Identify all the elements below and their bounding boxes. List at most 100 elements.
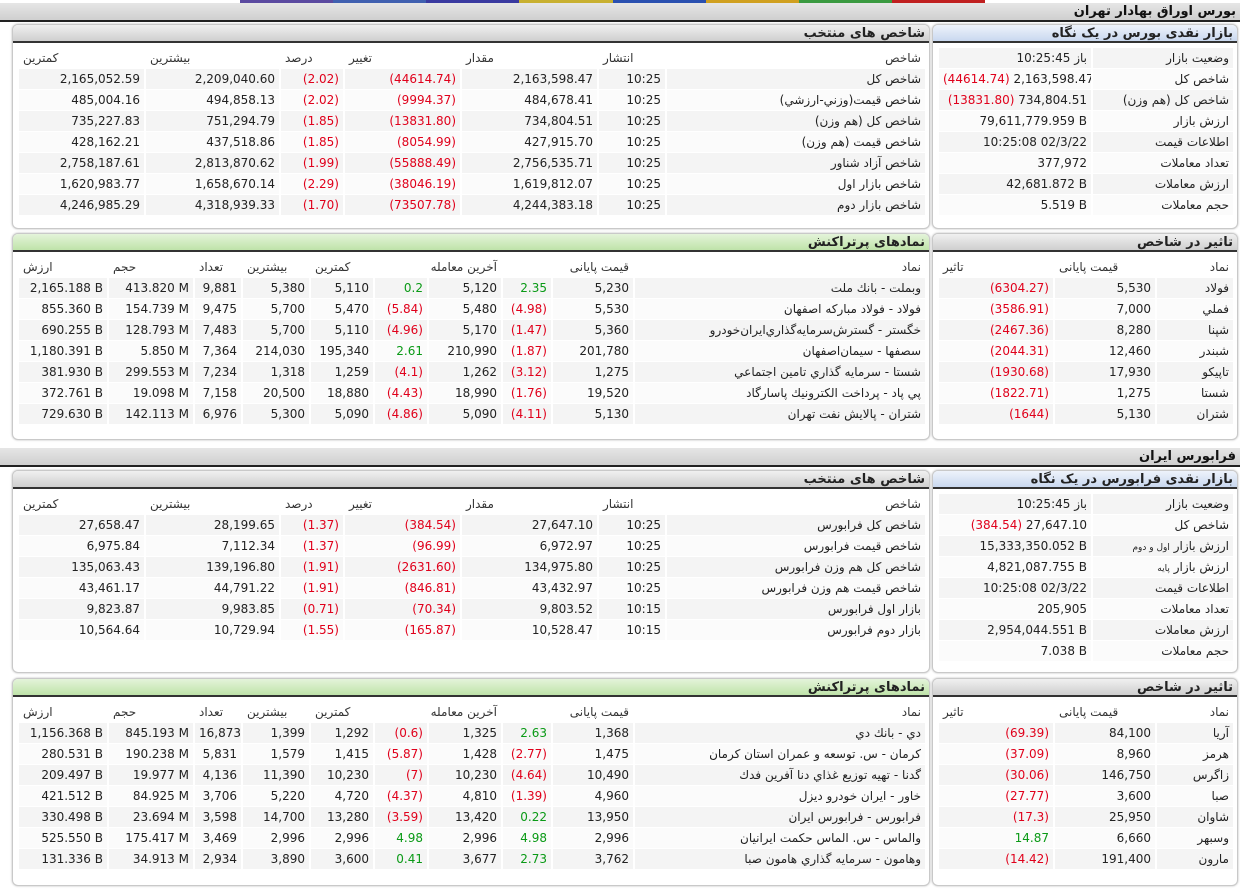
column-header[interactable]: بیشترین [150,497,191,511]
table-row[interactable]: مارون 191,400 (14.42) [939,849,1233,869]
table-row[interactable]: والماس - س. الماس حكمت ايرانيان 2,996 4.98… [19,828,925,848]
column-header[interactable]: آخرین معامله [430,705,497,719]
table-row[interactable]: فولاد 5,530 (6304.27) [939,278,1233,298]
table-row[interactable]: وسبهر 6,660 14.87 [939,828,1233,848]
table-row[interactable]: شبندر 12,460 (2044.31) [939,341,1233,361]
symbol-name[interactable]: شاخص قيمت(وزني-ارزشي) [667,90,925,110]
table-row[interactable]: وبملت - بانك ملت 5,230 2.35 5,120 0.2 5,110 5,… [19,278,925,298]
column-header[interactable]: درصد [285,51,313,65]
column-header[interactable]: تعداد [198,705,224,719]
table-row[interactable]: شاخص قيمت(وزني-ارزشي) 10:25 484,678.41 (999… [19,90,925,110]
column-header[interactable]: قیمت پایانی [569,260,629,274]
symbol-name[interactable]: مارون [1157,849,1233,869]
table-row[interactable]: شپنا 8,280 (2467.36) [939,320,1233,340]
symbol-name[interactable]: گدنا - تهيه توزيع غذاي دنا آفرين فدك [635,765,925,785]
table-row[interactable]: فرابورس - فرابورس ايران 13,950 0.22 13,420(… [19,807,925,827]
table-row[interactable]: خاور - ايران خودرو ديزل 4,960 (1.39) 4,810(… [19,786,925,806]
table-row[interactable]: شاخص کل (هم وزن) 10:25 734,804.51 (13831.80… [19,111,925,131]
column-header[interactable]: انتشار [603,51,634,65]
table-row[interactable]: شاخص قیمت (هم وزن) 10:25 427,915.70 (8054.9… [19,132,925,152]
top-tab-2[interactable] [426,0,520,3]
symbol-name[interactable]: شبندر [1157,341,1233,361]
top-tab-1[interactable] [333,0,427,3]
symbol-name[interactable]: زاگرس [1157,765,1233,785]
symbol-name[interactable]: هرمز [1157,744,1233,764]
table-row[interactable]: شاخص بازار دوم 10:25 4,244,383.18 (73507.78… [19,195,925,215]
symbol-name[interactable]: شاخص قیمت (هم وزن) [667,132,925,152]
column-header[interactable]: ارزش [23,705,53,719]
table-row[interactable]: كرمان - س. توسعه و عمران استان كرمان 1,47… [19,744,925,764]
table-row[interactable]: تاپيکو 17,930 (1930.68) [939,362,1233,382]
column-header[interactable]: شاخص [885,51,921,65]
symbol-name[interactable]: بازار اول فرابورس [667,599,925,619]
symbol-name[interactable]: شستا [1157,383,1233,403]
symbol-name[interactable]: وهامون - سرمايه گذاري هامون صبا [635,849,925,869]
table-row[interactable]: بازار دوم فرابورس 10:15 10,528.47 (165.87)(… [19,620,925,640]
symbol-name[interactable]: وبملت - بانك ملت [635,278,925,298]
column-header[interactable]: حجم [112,705,137,719]
top-tab-4[interactable] [612,0,706,3]
symbol-name[interactable]: شتران - پالايش نفت تهران [635,404,925,424]
table-row[interactable]: شاخص کل هم وزن فرابورس 10:25 134,975.80 (26… [19,557,925,577]
column-header[interactable]: نماد [901,260,921,274]
table-row[interactable]: شستا - سرمايه گذاري تامين اجتماعي 1,275 (3… [19,362,925,382]
symbol-name[interactable]: شستا - سرمايه گذاري تامين اجتماعي [635,362,925,382]
symbol-name[interactable]: شاخص کل [667,69,925,89]
symbol-name[interactable]: پي پاد - پرداخت الكترونيك پاسارگاد [635,383,925,403]
table-row[interactable]: سصفها - سيمان‌اصفهان 201,780 (1.87) 210,990… [19,341,925,361]
symbol-name[interactable]: شاخص بازار دوم [667,195,925,215]
symbol-name[interactable]: خگستر - گسترش‌سرمايه‌گذاري‌ايران‌خودرو [635,320,925,340]
symbol-name[interactable]: آريا [1157,723,1233,743]
symbol-name[interactable]: شاخص قيمت هم وزن فرابورس [667,578,925,598]
column-header[interactable]: آخرین معامله [430,260,497,274]
column-header[interactable]: تغییر [349,51,372,65]
symbol-name[interactable]: فرابورس - فرابورس ايران [635,807,925,827]
column-header[interactable]: مقدار [466,51,494,65]
table-row[interactable]: شاخص آزاد شناور 10:25 2,756,535.71 (55888.4… [19,153,925,173]
table-row[interactable]: شاخص قيمت فرابورس 10:25 6,972.97 (96.99) (1.… [19,536,925,556]
symbol-name[interactable]: شپنا [1157,320,1233,340]
table-row[interactable]: فملي 7,000 (3586.91) [939,299,1233,319]
symbol-name[interactable]: تاپيکو [1157,362,1233,382]
symbol-name[interactable]: صبا [1157,786,1233,806]
column-header[interactable]: کمترین [314,260,351,274]
table-row[interactable]: شاخص بازار اول 10:25 1,619,812.07 (38046.19… [19,174,925,194]
column-header[interactable]: انتشار [603,497,634,511]
symbol-name[interactable]: دي - بانك دي [635,723,925,743]
symbol-name[interactable]: وسبهر [1157,828,1233,848]
column-header[interactable]: بیشترین [246,260,288,274]
column-header[interactable]: نماد [1209,705,1229,719]
table-row[interactable]: فولاد - فولاد مباركه اصفهان 5,530 (4.98) 5,… [19,299,925,319]
table-row[interactable]: خگستر - گسترش‌سرمايه‌گذاري‌ايران‌خودرو 5,… [19,320,925,340]
table-row[interactable]: شتران 5,130 (1644) [939,404,1233,424]
symbol-name[interactable]: شاخص آزاد شناور [667,153,925,173]
symbol-name[interactable]: سصفها - سيمان‌اصفهان [635,341,925,361]
symbol-name[interactable]: فولاد - فولاد مباركه اصفهان [635,299,925,319]
symbol-name[interactable]: فملي [1157,299,1233,319]
column-header[interactable]: مقدار [466,497,494,511]
table-row[interactable]: شتران - پالايش نفت تهران 5,130 (4.11) 5,090… [19,404,925,424]
column-header[interactable]: درصد [285,497,313,511]
table-row[interactable]: بازار اول فرابورس 10:15 9,803.52 (70.34) (0.… [19,599,925,619]
table-row[interactable]: آريا 84,100 (69.39) [939,723,1233,743]
top-tab-5[interactable] [705,0,799,3]
column-header[interactable]: کمترین [314,705,351,719]
column-header[interactable]: قیمت پایانی [1059,705,1119,719]
column-header[interactable]: نماد [1209,260,1229,274]
table-row[interactable]: شاخص کل 10:25 2,163,598.47 (44614.74) (2.02)… [19,69,925,89]
table-row[interactable]: شاوان 25,950 (17.3) [939,807,1233,827]
column-header[interactable]: ارزش [23,260,53,274]
column-header[interactable]: بیشترین [246,705,288,719]
column-header[interactable]: نماد [901,705,921,719]
table-row[interactable]: گدنا - تهيه توزيع غذاي دنا آفرين فدك 10,4… [19,765,925,785]
symbol-name[interactable]: والماس - س. الماس حكمت ايرانيان [635,828,925,848]
top-tab-0[interactable] [240,0,334,3]
column-header[interactable]: قیمت پایانی [569,705,629,719]
column-header[interactable]: شاخص [885,497,921,511]
table-row[interactable]: هرمز 8,960 (37.09) [939,744,1233,764]
column-header[interactable]: کمترین [23,497,59,511]
column-header[interactable]: تاثیر [943,705,964,719]
table-row[interactable]: پي پاد - پرداخت الكترونيك پاسارگاد 19,520… [19,383,925,403]
table-row[interactable]: شاخص قيمت هم وزن فرابورس 10:25 43,432.97 (8… [19,578,925,598]
table-row[interactable]: شستا 1,275 (1822.71) [939,383,1233,403]
